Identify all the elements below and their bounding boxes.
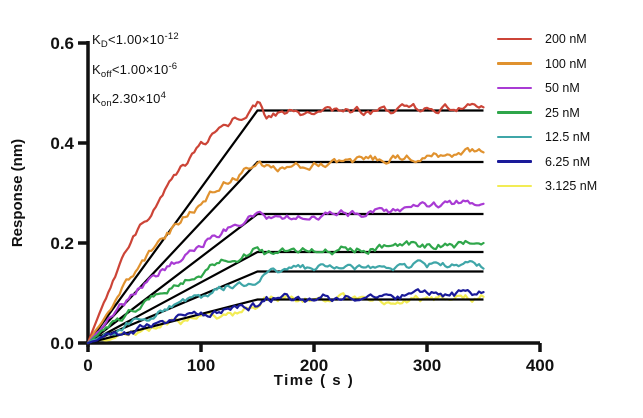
legend-label: 200 nM <box>545 32 587 46</box>
legend-item: 50 nM <box>497 80 597 96</box>
fit-line-200nM <box>87 109 484 344</box>
legend-label: 3.125 nM <box>545 179 598 193</box>
koff-line: Koff<1.00×10-6 <box>92 60 178 80</box>
kd-line: KD<1.00×10-12 <box>92 31 179 50</box>
legend-label: 6.25 nM <box>545 154 591 169</box>
legend-swatch <box>497 135 532 139</box>
trace-12.5nM-curve <box>86 259 485 345</box>
x-tick-label: 400 <box>526 356 554 375</box>
y-tick-label: 0.4 <box>50 134 74 153</box>
legend-item: 6.25 nM <box>497 154 597 170</box>
y-axis-title: Response (nm) <box>9 139 26 247</box>
kon-line: Kon2.30×104 <box>92 90 167 109</box>
legend-swatch <box>497 62 532 65</box>
legend-swatch <box>497 184 532 188</box>
x-tick-label: 100 <box>187 356 215 375</box>
legend-label: 12.5 nM <box>545 130 591 144</box>
legend-swatch <box>497 160 532 163</box>
y-tick-label: 0.0 <box>50 334 74 353</box>
legend-item: 25 nM <box>497 105 597 121</box>
fit-line-6.25nM <box>87 298 484 345</box>
concentration-legend: 200 nM 100 nM 50 nM 25 nM 12.5 nM 6.25 nM 3.12… <box>497 31 597 203</box>
kinetics-annotation: KD<1.00×10-12 Koff<1.00×10-6 Kon2.30×104 <box>92 26 179 115</box>
trace-50nM-curve <box>86 199 485 345</box>
legend-swatch <box>497 86 532 90</box>
trace-25nM-curve <box>86 239 485 345</box>
y-tick-label: 0.6 <box>50 34 74 53</box>
legend-label: 25 nM <box>545 105 580 120</box>
trace-200nM-curve <box>86 100 485 345</box>
fit-line-25nM <box>87 250 484 344</box>
legend-swatch <box>497 111 532 114</box>
legend-item: 100 nM <box>497 56 597 72</box>
x-tick-label: 200 <box>300 356 328 375</box>
trace-3.125nM-curve <box>86 292 485 345</box>
x-tick-label: 0 <box>83 356 92 375</box>
trace-6.25nM-curve <box>86 288 485 345</box>
trace-100nM-curve <box>86 146 485 345</box>
legend-item: 200 nM <box>497 31 597 47</box>
legend-label: 100 nM <box>545 56 587 71</box>
legend-item: 12.5 nM <box>497 129 597 145</box>
legend-swatch <box>497 37 532 41</box>
y-tick-label: 0.2 <box>50 234 74 253</box>
legend-item: 3.125 nM <box>497 178 597 194</box>
legend-label: 50 nM <box>545 81 580 95</box>
x-tick-label: 300 <box>413 356 441 375</box>
x-axis-title: Time ( s ) <box>274 372 355 389</box>
